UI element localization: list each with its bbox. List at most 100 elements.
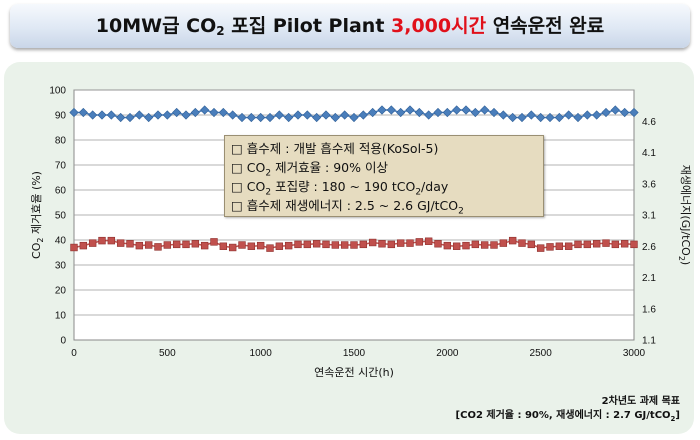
title-mid: 포집 Pilot Plant xyxy=(224,15,392,37)
data-point-diamond xyxy=(620,107,630,118)
info-sub: 2 xyxy=(265,168,272,179)
y-left-tick-label: 0 xyxy=(60,336,66,347)
data-point-square xyxy=(462,241,470,250)
data-point-diamond xyxy=(517,112,527,123)
info-sub: 2 xyxy=(415,187,422,198)
data-point-square xyxy=(508,236,517,245)
data-point-square xyxy=(396,239,405,247)
data-point-diamond xyxy=(97,110,107,120)
data-point-diamond xyxy=(116,112,126,123)
data-point-diamond xyxy=(69,107,79,118)
data-point-diamond xyxy=(349,112,359,123)
data-point-diamond xyxy=(433,107,443,118)
data-point-diamond xyxy=(573,112,583,123)
data-point-diamond xyxy=(386,105,396,115)
x-tick-label: 1000 xyxy=(250,348,273,359)
data-point-diamond xyxy=(246,112,256,123)
data-point-square xyxy=(490,241,498,249)
data-point-square xyxy=(415,238,424,246)
data-point-square xyxy=(126,240,134,248)
y-right-tick-label: 1.1 xyxy=(642,336,656,347)
info-line-absorbent: □ 흡수제 : 개발 흡수제 적용(KoSol-5) xyxy=(231,141,439,156)
data-point-square xyxy=(228,243,237,252)
data-point-square xyxy=(424,237,433,245)
data-point-diamond xyxy=(358,110,368,120)
data-point-square xyxy=(630,240,638,249)
data-point-diamond xyxy=(629,107,639,118)
y-left-tick-label: 50 xyxy=(55,211,67,222)
y-right-tick-label: 4.1 xyxy=(642,148,656,159)
x-tick-label: 1500 xyxy=(343,348,366,359)
info-text: □ CO xyxy=(231,179,266,194)
x-tick-label: 2500 xyxy=(530,348,553,359)
info-line-removal-efficiency: □ CO2 제거효율 : 90% 이상 xyxy=(231,158,543,179)
data-point-diamond xyxy=(582,110,592,120)
data-point-square xyxy=(70,243,78,252)
y-left-tick-label: 40 xyxy=(55,236,67,247)
data-point-square xyxy=(452,242,461,250)
data-point-diamond xyxy=(545,112,555,123)
data-point-diamond xyxy=(88,110,98,120)
data-point-diamond xyxy=(368,107,378,118)
data-point-square xyxy=(331,241,340,249)
data-point-square xyxy=(564,242,573,250)
data-point-square xyxy=(406,239,414,247)
page-title: 10MW급 CO2 포집 Pilot Plant 3,000시간 연속운전 완료 xyxy=(10,4,690,48)
data-point-diamond xyxy=(274,110,284,120)
data-point-square xyxy=(518,239,526,247)
data-point-square xyxy=(480,241,489,249)
data-point-diamond xyxy=(190,107,200,118)
data-point-diamond xyxy=(162,110,172,120)
data-point-diamond xyxy=(312,112,322,123)
info-text: /day xyxy=(421,179,449,194)
data-point-square xyxy=(238,241,246,249)
data-point-square xyxy=(107,236,116,245)
y-axis-left-label: CO2 제거효율 (%) xyxy=(30,171,45,259)
info-sub: 2 xyxy=(458,206,464,217)
info-text: 포집량 : 180 ~ 190 tCO xyxy=(271,179,416,194)
data-point-square xyxy=(434,240,442,248)
info-text: □ CO xyxy=(231,160,266,175)
data-point-diamond xyxy=(256,112,266,123)
data-point-square xyxy=(322,240,330,249)
title-subscript: 2 xyxy=(216,24,225,38)
y-left-tick-label: 80 xyxy=(55,136,67,147)
data-point-diamond xyxy=(564,110,574,120)
data-point-diamond xyxy=(498,110,508,120)
y-left-tick-label: 60 xyxy=(55,186,67,197)
target-note: 2차년도 과제 목표 [CO2 제거율 : 90%, 재생에너지 : 2.7 G… xyxy=(440,395,680,423)
data-point-square xyxy=(536,244,545,252)
y-right-tick-label: 2.6 xyxy=(642,242,656,253)
data-point-square xyxy=(611,240,620,249)
data-point-square xyxy=(191,240,200,248)
info-sub: 2 xyxy=(265,187,272,198)
data-point-square xyxy=(527,240,536,249)
series-marks xyxy=(69,105,639,252)
data-point-diamond xyxy=(153,110,163,120)
data-point-diamond xyxy=(480,105,490,115)
info-line-capture-amount: □ CO2 포집량 : 180 ~ 190 tCO2/day xyxy=(231,177,543,198)
data-point-square xyxy=(256,241,265,250)
data-point-square xyxy=(592,240,601,248)
target-text: [CO2 제거율 : 90%, 재생에너지 : 2.7 GJ/tCO xyxy=(455,410,671,421)
data-point-diamond xyxy=(228,110,238,120)
y-right-tick-label: 2.1 xyxy=(642,273,656,284)
data-point-square xyxy=(98,236,106,245)
data-point-square xyxy=(602,239,610,247)
info-box: □ 흡수제 : 개발 흡수제 적용(KoSol-5) □ CO2 제거효율 : … xyxy=(224,135,544,217)
data-point-diamond xyxy=(330,112,340,123)
data-point-diamond xyxy=(489,107,499,118)
data-point-square xyxy=(546,243,554,251)
data-point-diamond xyxy=(405,105,415,115)
data-point-diamond xyxy=(106,110,116,120)
data-point-diamond xyxy=(508,112,518,123)
data-point-square xyxy=(583,240,592,249)
data-point-diamond xyxy=(302,110,312,120)
y-left-tick-label: 10 xyxy=(55,311,67,322)
data-point-square xyxy=(200,241,209,250)
data-point-diamond xyxy=(172,107,182,118)
target-note-detail: [CO2 제거율 : 90%, 재생에너지 : 2.7 GJ/tCO2] xyxy=(440,409,680,423)
x-tick-label: 2000 xyxy=(436,348,459,359)
data-point-diamond xyxy=(442,107,452,118)
